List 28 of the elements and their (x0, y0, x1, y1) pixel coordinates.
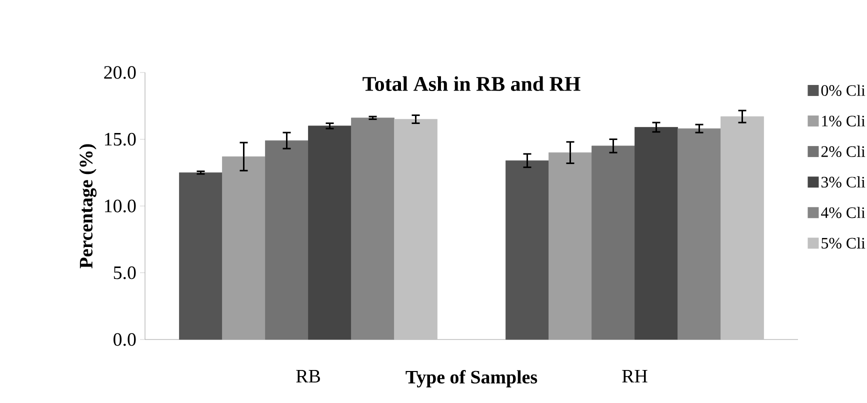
legend-label: 4% Cli (821, 206, 866, 218)
bar (179, 172, 222, 340)
legend-label: 5% Cli (822, 237, 866, 249)
legend-label: 2% Cli (821, 146, 866, 158)
bar (506, 160, 549, 340)
bar (720, 116, 764, 340)
bar (678, 128, 721, 340)
y-tick-label: 20.0 (104, 66, 136, 79)
y-tick-label: 0.0 (114, 333, 136, 346)
bar (592, 146, 635, 340)
legend-label: 0% Cli (821, 84, 866, 96)
y-tick-label: 15.0 (105, 132, 136, 146)
x-tick-label: RH (622, 370, 648, 382)
bar (634, 127, 678, 340)
bar (351, 118, 394, 340)
bar (394, 119, 438, 340)
legend-label: 3% Cli (821, 176, 866, 188)
legend-label: 1% Cli (822, 115, 866, 126)
y-tick-label: 5.0 (114, 266, 136, 280)
bar (222, 156, 266, 340)
chart-title: Total Ash in RB and RH (362, 76, 580, 91)
bar (308, 126, 352, 340)
y-axis-title: Percentage (%) (79, 144, 97, 268)
x-axis-title: Type of Samples (406, 370, 538, 388)
y-tick-label: 10.0 (105, 200, 136, 212)
bar (548, 152, 592, 340)
bar (265, 140, 308, 340)
x-tick-label: RB (296, 370, 320, 382)
